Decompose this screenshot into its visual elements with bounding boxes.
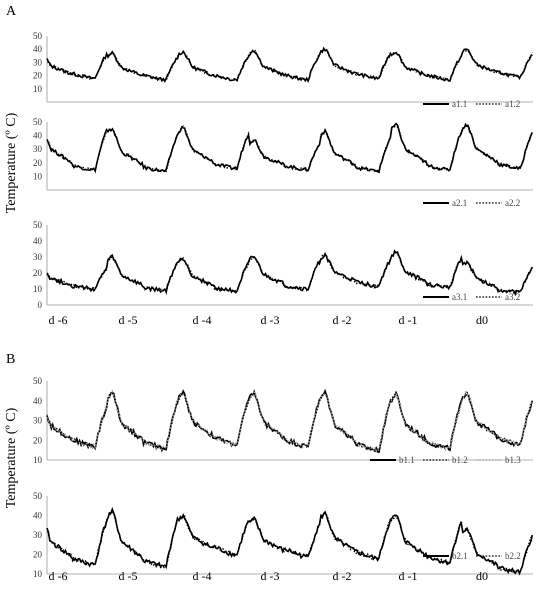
a3-y-tick-label: 0 [38,300,43,310]
b2-y-tick-label: 50 [33,491,43,501]
b1-y-tick-label: 20 [33,435,43,445]
legend-label-b1-3: b1.3 [505,455,521,465]
a3-y-tick-label: 40 [33,236,43,246]
series-line-b2-1 [46,506,534,576]
a2-y-tick-label: 10 [33,171,43,181]
chart-a1: 10 20 30 40 50 a1.1 a1.2 [33,31,533,109]
a2-y-tick-label: 50 [33,117,43,127]
legend-label-a3-2: a3.2 [505,292,520,302]
a3-y-tick-label: 30 [33,252,43,262]
day-label: d -4 [193,569,212,583]
series-line-a3-2 [46,251,533,295]
day-labels-a: d -6 d -5 d -4 d -3 d -2 d -1 d0 [49,313,489,327]
a1-y-tick-label: 20 [33,71,43,81]
day-label: d0 [476,569,488,583]
b2-y-tick-label: 20 [33,550,43,560]
day-label: d -6 [49,313,68,327]
b2-y-tick-label: 10 [33,569,43,579]
a1-y-tick-label: 30 [33,57,43,67]
day-label: d -3 [261,569,280,583]
legend-label-a3-1: a3.1 [452,292,467,302]
series-line-a1-1 [46,46,533,84]
legend-label-b1-1: b1.1 [399,455,415,465]
y-axis-label-a: Temperature (º C) [4,112,19,213]
a1-y-tick-label: 40 [33,44,43,54]
series-line-b1-2 [46,390,533,453]
legend-label-b1-2: b1.2 [452,455,468,465]
day-labels-b: d -6 d -5 d -4 d -3 d -2 d -1 d0 [49,569,489,583]
panel-b-label: B [6,352,15,367]
a1-y-tick-label: 50 [33,31,43,41]
b1-y-tick-label: 40 [33,396,43,406]
a2-y-tick-label: 30 [33,144,43,154]
b1-y-tick-label: 30 [33,416,43,426]
chart-b2: 10 20 30 40 50 b2.1 b2.2 [33,491,534,579]
b1-y-tick-label: 50 [33,376,43,386]
b2-y-tick-label: 30 [33,530,43,540]
day-label: d0 [476,313,488,327]
chart-b1: 10 20 30 40 50 b1.1 b1.2 b1.3 [33,376,534,465]
a3-y-tick-label: 20 [33,268,43,278]
day-label: d -5 [119,313,138,327]
day-label: d -2 [333,313,352,327]
legend-label-b2-2: b2.2 [505,551,521,561]
a1-y-tick-label: 10 [33,84,43,94]
legend-label-b2-1: b2.1 [452,551,468,561]
legend-label-a1-1: a1.1 [452,99,467,109]
series-line-a3-1 [46,249,534,297]
legend-label-a2-1: a2.1 [452,198,467,208]
a3-y-tick-label: 10 [33,284,43,294]
series-line-a2-1 [46,122,534,174]
series-line-a2-2 [46,122,533,173]
chart-a2: 10 20 30 40 50 a2.1 a2.2 [33,117,534,208]
y-axis-label-b: Temperature (º C) [4,407,19,508]
day-label: d -1 [399,313,418,327]
legend-label-a1-2: a1.2 [505,99,520,109]
b1-y-tick-label: 10 [33,455,43,465]
series-line-b2-2 [46,512,533,575]
b2-y-tick-label: 40 [33,511,43,521]
chart-a3: 0 10 20 30 40 50 a3.1 a3.2 [33,220,534,310]
day-label: d -2 [333,569,352,583]
day-label: d -4 [193,313,212,327]
day-label: d -1 [399,569,418,583]
day-label: d -5 [119,569,138,583]
panel-a-label: A [6,4,17,19]
a2-y-tick-label: 40 [33,131,43,141]
a3-y-tick-label: 50 [33,220,43,230]
a2-y-tick-label: 20 [33,158,43,168]
day-label: d -6 [49,569,68,583]
legend-label-a2-2: a2.2 [505,198,520,208]
day-label: d -3 [261,313,280,327]
series-line-b1-3 [46,389,533,453]
